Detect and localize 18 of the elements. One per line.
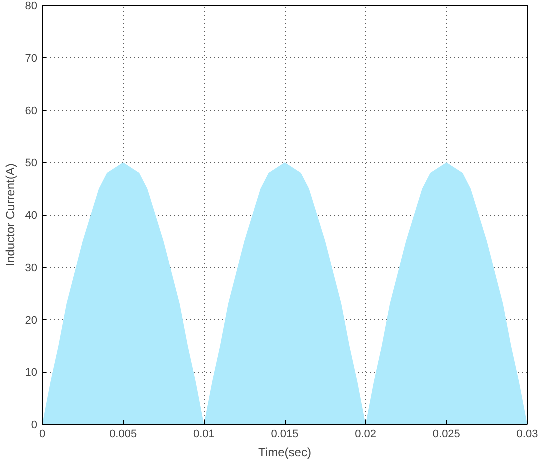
y-tick-label: 50 [25, 158, 38, 170]
x-tick-label: 0.005 [110, 428, 138, 440]
y-tick-label: 0 [31, 420, 38, 432]
x-tick-label: 0 [39, 428, 46, 440]
y-tick-label: 30 [25, 262, 38, 274]
x-tick-label: 0.025 [432, 428, 460, 440]
y-tick-label: 60 [25, 105, 38, 118]
y-tick-label: 40 [25, 210, 38, 222]
x-tick-label: 0.015 [271, 428, 299, 440]
x-axis-title: Time(sec) [258, 446, 312, 460]
y-tick-label: 20 [25, 314, 38, 327]
x-tick-label: 0.01 [193, 428, 215, 440]
x-tick-label: 0.02 [355, 428, 377, 440]
y-tick-label: 70 [25, 52, 38, 65]
x-tick-label: 0.03 [516, 428, 538, 440]
y-axis-title: Inductor Current(A) [3, 164, 18, 266]
y-tick-label: 10 [25, 367, 38, 380]
y-tick-label: 80 [25, 0, 38, 12]
